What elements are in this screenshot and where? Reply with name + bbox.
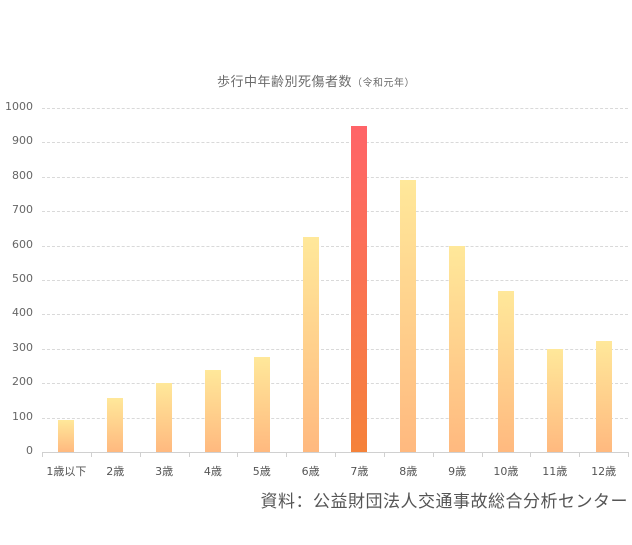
x-tick-mark xyxy=(286,452,288,457)
y-tick-label: 900 xyxy=(12,134,33,148)
bar-8 xyxy=(400,179,417,452)
x-tick-label: 2歳 xyxy=(106,465,125,478)
gridline xyxy=(42,314,628,316)
y-tick-label: 100 xyxy=(12,409,33,423)
x-tick-mark xyxy=(530,452,532,457)
bar-2 xyxy=(107,397,124,452)
bar-4 xyxy=(204,370,221,452)
gridline xyxy=(42,280,628,281)
x-tick-label: 6歳 xyxy=(301,465,320,478)
x-tick-mark xyxy=(42,452,43,457)
bar-1 xyxy=(58,419,75,452)
gridline xyxy=(42,348,628,350)
chart-subtitle: （令和元年） xyxy=(352,78,415,89)
x-tick-label: 4歳 xyxy=(203,465,222,478)
gridline xyxy=(42,142,628,144)
x-tick-label: 8歳 xyxy=(399,465,418,478)
x-tick-mark xyxy=(481,452,483,457)
gridline xyxy=(42,176,628,178)
x-tick-label: 12歳 xyxy=(591,465,617,478)
x-tick-label: 9歳 xyxy=(448,465,467,478)
x-tick-mark xyxy=(628,452,629,457)
x-tick-label: 5歳 xyxy=(252,465,271,478)
x-tick-mark xyxy=(579,452,581,457)
gridline xyxy=(42,417,628,419)
bar-11 xyxy=(546,348,563,452)
y-tick-label: 500 xyxy=(12,272,33,285)
x-tick-label: 11歳 xyxy=(542,465,568,478)
gridline xyxy=(42,383,628,385)
x-tick-label: 10歳 xyxy=(493,465,519,478)
bar-10 xyxy=(497,291,514,452)
bar-9 xyxy=(449,245,466,452)
chart-title: 歩行中年齢別死傷者数（令和元年） xyxy=(0,71,632,90)
x-tick-mark xyxy=(188,452,190,457)
y-tick-label: 0 xyxy=(26,444,33,457)
y-tick-label: 800 xyxy=(12,168,33,182)
x-tick-label: 3歳 xyxy=(155,465,174,478)
x-tick-mark xyxy=(383,452,385,457)
y-tick-label: 300 xyxy=(12,340,33,354)
x-tick-label: 7歳 xyxy=(350,465,369,478)
gridline xyxy=(42,211,628,213)
gridline xyxy=(42,245,628,247)
bar-6 xyxy=(302,236,319,452)
x-tick-mark xyxy=(335,452,336,457)
x-tick-mark xyxy=(139,452,141,457)
x-tick-mark xyxy=(90,452,92,457)
y-tick-label: 400 xyxy=(12,306,33,320)
source-note: 資料：公益財団法人交通事故総合分析センター xyxy=(260,492,628,512)
bar-3 xyxy=(156,383,173,452)
y-tick-label: 600 xyxy=(12,237,33,251)
gridline xyxy=(42,108,628,109)
bar-5 xyxy=(253,357,270,452)
bar-12 xyxy=(595,340,612,452)
x-tick-mark xyxy=(237,452,239,457)
x-tick-label: 1歳以下 xyxy=(46,465,87,478)
y-tick-label: 700 xyxy=(12,203,33,217)
y-tick-label: 200 xyxy=(12,375,33,389)
chart-title-text: 歩行中年齢別死傷者数 xyxy=(216,75,352,90)
y-tick-label: 1000 xyxy=(5,100,33,113)
x-tick-mark xyxy=(432,452,434,457)
bar-7 xyxy=(351,125,368,452)
